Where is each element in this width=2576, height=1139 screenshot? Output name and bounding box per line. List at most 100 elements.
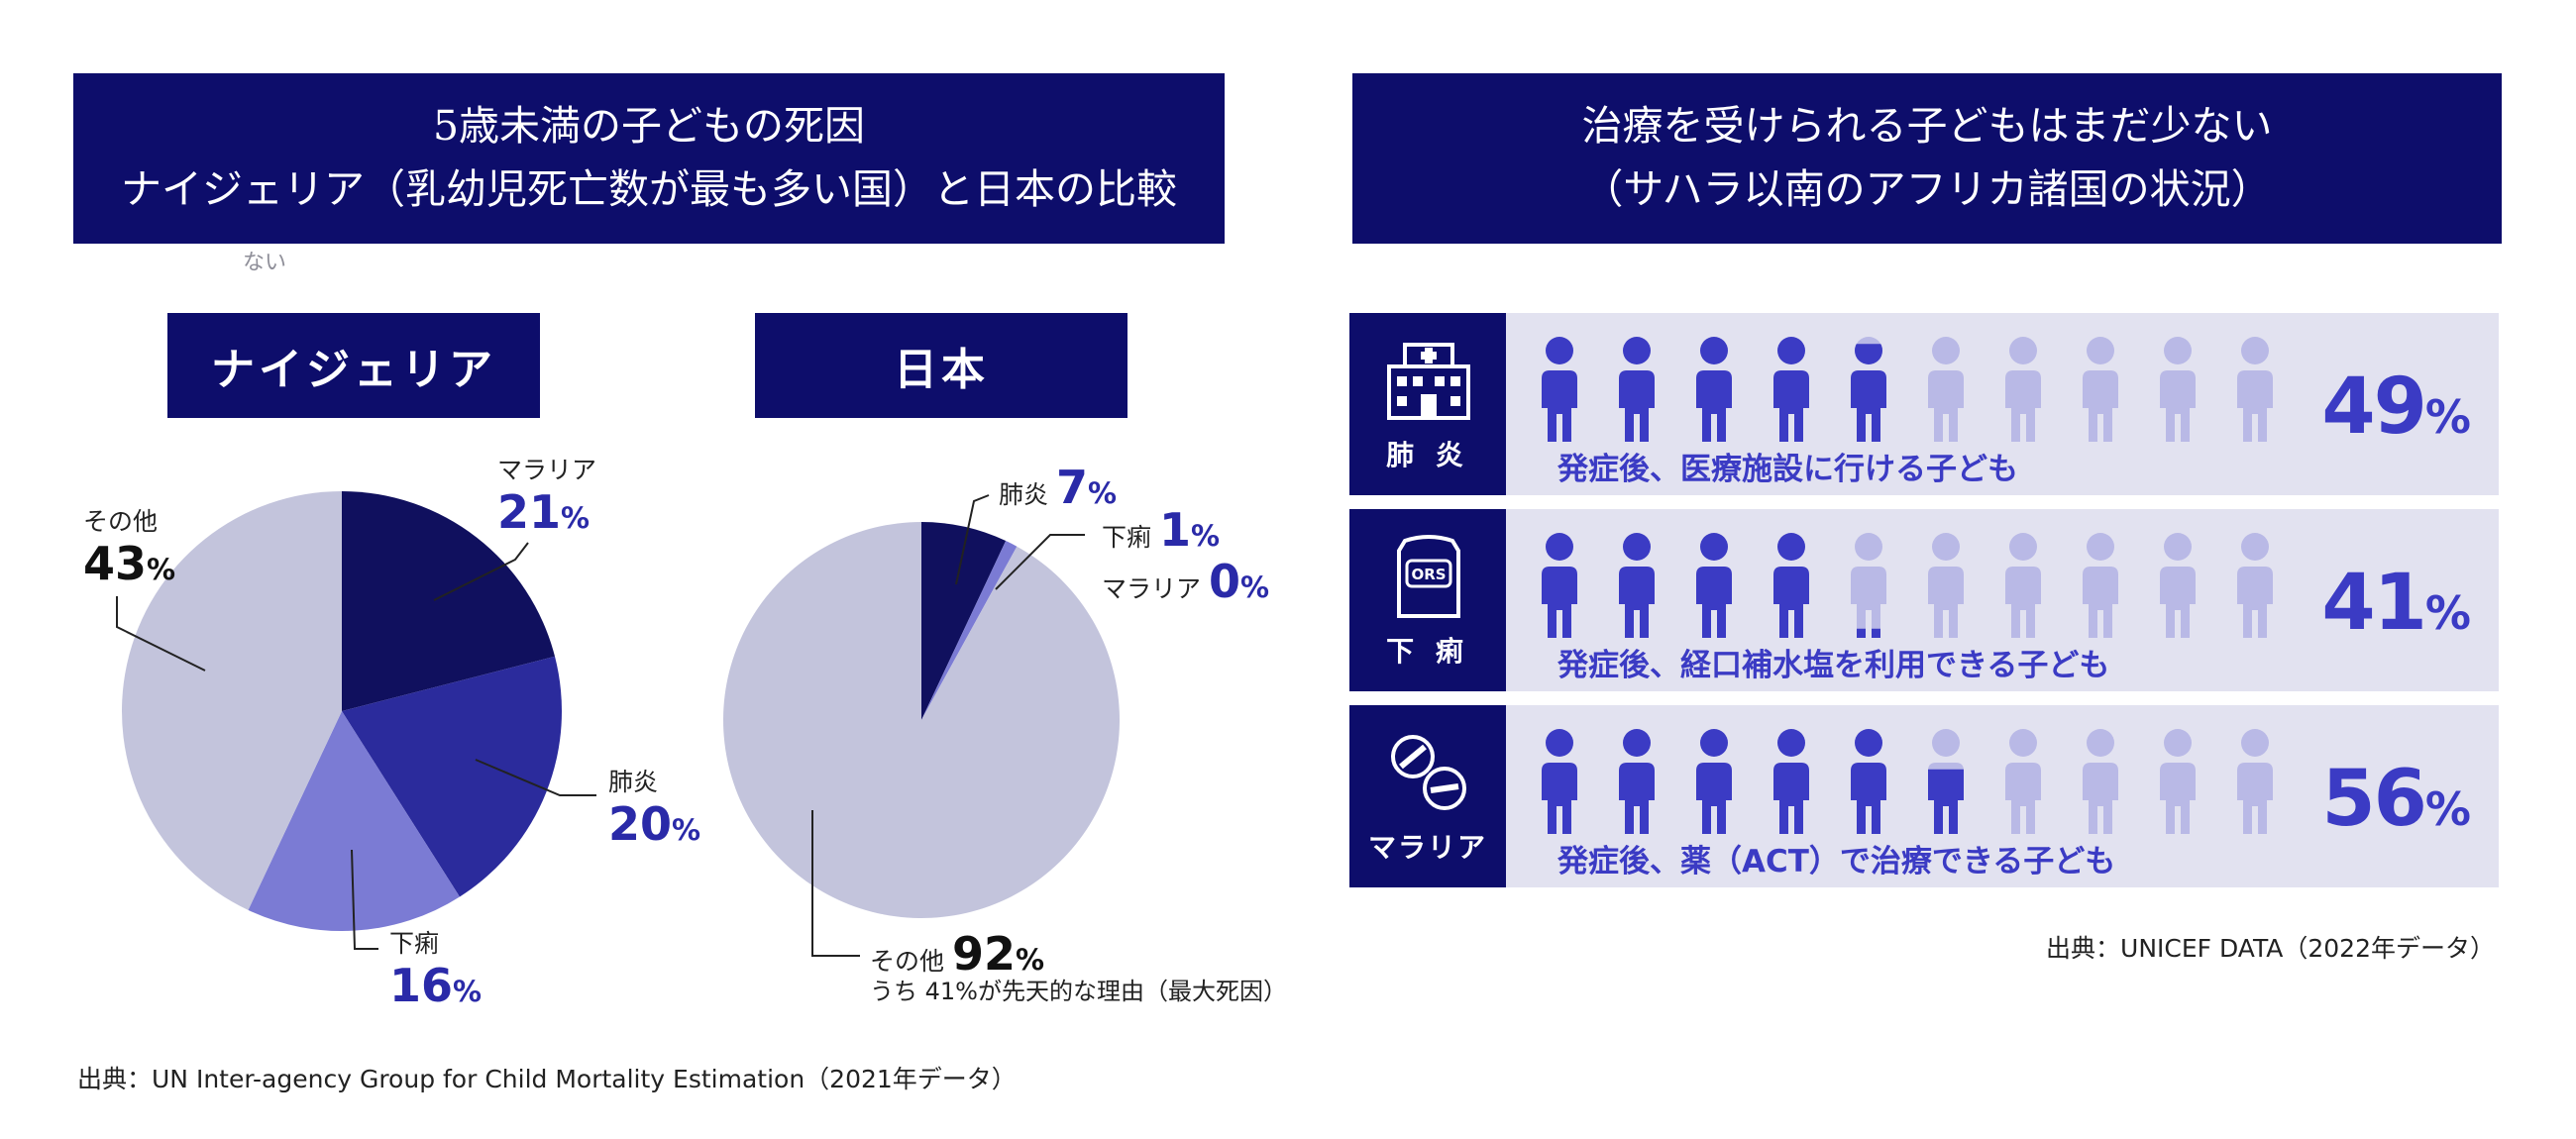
japan-label: 日本 <box>755 313 1127 418</box>
ann-japan-other-value: 92 <box>952 927 1017 981</box>
person-icon <box>2005 337 2041 442</box>
ann-nigeria-malaria-label: マラリア <box>497 456 597 484</box>
ann-japan-pneumonia: 肺炎 7% <box>999 461 1117 515</box>
person-icon <box>2160 533 2196 638</box>
japan-slice-1 <box>921 541 1018 720</box>
right-source: 出典：UNICEF DATA（2022年データ） <box>2046 934 2495 963</box>
nigeria-label: ナイジェリア <box>167 313 540 418</box>
value-malaria-number: 56 <box>2321 755 2427 844</box>
pie-nigeria <box>122 491 562 931</box>
person-icon <box>1928 533 1964 638</box>
person-icon <box>1851 533 1886 638</box>
leader-japan-diarrhea <box>995 534 1085 590</box>
category-cell-pneumonia: 肺 炎 <box>1349 313 1506 495</box>
ann-japan-malaria-label: マラリア <box>1102 574 1202 603</box>
ann-japan-diarrhea: 下痢 1% <box>1102 503 1220 558</box>
category-label-diarrhea: 下 痢 <box>1386 635 1469 668</box>
ann-nigeria-other-value: 43 <box>83 537 148 590</box>
left-source: 出典：UN Inter-agency Group for Child Morta… <box>77 1065 1017 1093</box>
stray-text: ない <box>243 251 287 275</box>
person-icon <box>1542 729 1577 834</box>
person-icon <box>2005 729 2041 834</box>
value-pneumonia: 49% <box>2321 362 2471 452</box>
treatment-row-diarrhea: ORS 下 痢 41% 発症後、経口補水塩を利用できる子ども <box>1349 509 2499 691</box>
ann-nigeria-malaria-pct: % <box>561 501 590 535</box>
pie-japan <box>723 522 1121 919</box>
pills-icon <box>1391 735 1466 810</box>
person-icon <box>2160 729 2196 834</box>
person-icon <box>1696 729 1732 834</box>
ann-japan-other-pct: % <box>1016 943 1045 977</box>
people-row-malaria <box>1542 729 2273 834</box>
person-icon <box>1619 337 1655 442</box>
ann-japan-other-label: その他 <box>870 947 945 976</box>
person-icon <box>1928 729 1964 834</box>
ann-japan-diarrhea-pct: % <box>1191 519 1221 553</box>
person-icon <box>1851 729 1886 834</box>
leader-lines <box>116 494 1085 957</box>
ann-nigeria-pneumonia-value: 20 <box>608 797 673 851</box>
ann-nigeria-malaria: マラリア 21% <box>497 456 596 540</box>
leader-nigeria-diarrhea <box>351 849 378 950</box>
nigeria-slice-2 <box>248 711 460 931</box>
ann-nigeria-pneumonia: 肺炎 20% <box>608 768 700 852</box>
person-icon <box>2083 533 2118 638</box>
people-row-diarrhea <box>1542 533 2273 638</box>
ann-japan-pneumonia-value: 7 <box>1056 461 1089 514</box>
ann-nigeria-diarrhea-pct: % <box>453 975 483 1008</box>
hospital-icon <box>1387 343 1470 420</box>
person-icon <box>1696 533 1732 638</box>
person-icon <box>2083 337 2118 442</box>
treatment-row-pneumonia: 肺 炎 49% 発症後、医療施設に行ける子ども <box>1349 313 2499 495</box>
japan-slice-3 <box>723 522 1121 919</box>
leader-japan-other <box>811 810 860 957</box>
right-header-title: 治療を受けられる子どもはまだ少ない <box>1581 102 2273 151</box>
person-icon <box>1773 337 1809 442</box>
person-icon <box>1696 337 1732 442</box>
person-icon <box>2237 533 2273 638</box>
person-icon <box>2237 337 2273 442</box>
person-icon <box>1619 533 1655 638</box>
ann-nigeria-diarrhea: 下痢 16% <box>389 929 482 1013</box>
left-header-title: 5歳未満の子どもの死因 <box>432 102 866 151</box>
value-pneumonia-pct: % <box>2424 390 2471 444</box>
ann-japan-malaria-pct: % <box>1240 570 1270 604</box>
ann-nigeria-other-pct: % <box>147 553 176 586</box>
ann-japan-other: その他 92% うち 41%が先天的な理由（最大死因） <box>870 927 1287 1006</box>
japan-slice-0 <box>921 522 1007 720</box>
person-icon <box>1542 533 1577 638</box>
person-icon <box>2005 533 2041 638</box>
person-icon <box>2160 337 2196 442</box>
ann-japan-diarrhea-label: 下痢 <box>1102 523 1152 552</box>
right-header-subtitle: （サハラ以南のアフリカ諸国の状況） <box>1582 165 2272 213</box>
ann-japan-pneumonia-label: 肺炎 <box>999 480 1049 509</box>
ann-japan-malaria: マラリア 0% <box>1102 555 1269 609</box>
nigeria-slice-1 <box>342 656 562 897</box>
svg-text:ORS: ORS <box>1411 566 1446 583</box>
value-diarrhea: 41% <box>2321 559 2471 648</box>
category-label-pneumonia: 肺 炎 <box>1386 439 1469 471</box>
leader-japan-pneumonia <box>955 494 990 585</box>
person-icon <box>1542 337 1577 442</box>
ann-nigeria-diarrhea-value: 16 <box>389 959 454 1012</box>
person-icon <box>2083 729 2118 834</box>
pie-charts <box>116 491 1121 957</box>
ann-japan-diarrhea-value: 1 <box>1159 503 1192 557</box>
person-icon <box>1619 729 1655 834</box>
person-icon <box>2237 729 2273 834</box>
ann-nigeria-pneumonia-label: 肺炎 <box>608 768 659 796</box>
description-pneumonia: 発症後、医療施設に行ける子ども <box>1557 452 2018 487</box>
ann-japan-malaria-value: 0 <box>1209 555 1241 608</box>
person-icon <box>1773 533 1809 638</box>
people-row-pneumonia <box>1542 337 2273 442</box>
person-icon <box>1928 337 1964 442</box>
value-diarrhea-number: 41 <box>2321 559 2427 648</box>
leader-nigeria-other <box>116 596 206 672</box>
person-icon <box>1773 729 1809 834</box>
nigeria-slice-3 <box>122 491 342 910</box>
ors-packet-icon: ORS <box>1397 535 1460 618</box>
value-pneumonia-number: 49 <box>2321 362 2427 452</box>
right-header: 治療を受けられる子どもはまだ少ない （サハラ以南のアフリカ諸国の状況） <box>1352 73 2502 244</box>
category-cell-malaria: マラリア <box>1349 705 1506 887</box>
category-label-malaria: マラリア <box>1367 831 1487 864</box>
